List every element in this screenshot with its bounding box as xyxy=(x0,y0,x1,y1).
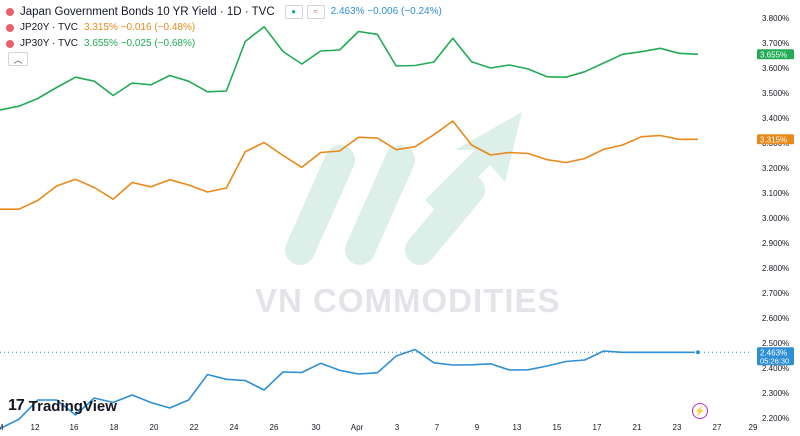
watermark-bar-2 xyxy=(405,175,485,265)
y-tick-label: 3.800% xyxy=(762,14,789,23)
legend-value: 3.655% −0.025 (−0.68%) xyxy=(84,38,196,49)
logo-text: TradingView xyxy=(28,397,117,415)
x-tick-label: 7 xyxy=(435,423,440,432)
x-axis: 12 16 18 20 22 24 26 30 Apr 3 7 9 13 15 17 21 23 27 29 M xyxy=(0,423,758,432)
legend-label: JP30Y · TVC xyxy=(20,38,78,49)
price-label-text: 2.463% xyxy=(760,348,787,357)
y-tick-label: 3.600% xyxy=(762,64,789,73)
price-label-bg xyxy=(757,49,794,60)
x-tick-label: 30 xyxy=(312,423,321,432)
legend-main-row[interactable]: Japan Government Bonds 10 YR Yield · 1D … xyxy=(6,4,442,20)
watermark-logo xyxy=(285,112,522,265)
price-label-countdown: 05:26:30 xyxy=(760,356,789,365)
x-tick-label: 24 xyxy=(230,423,239,432)
x-tick-label: 15 xyxy=(553,423,562,432)
watermark-bar-1 xyxy=(345,145,415,265)
symbol-dot-icon xyxy=(6,40,14,48)
tradingview-mark-icon: 17 xyxy=(8,397,25,414)
x-tick-label: 12 xyxy=(31,423,40,432)
x-tick-label: 17 xyxy=(593,423,602,432)
x-tick-label: Apr xyxy=(351,423,364,432)
symbol-dot-icon xyxy=(6,8,14,16)
x-tick-label: 26 xyxy=(270,423,279,432)
price-label-text: 3.315% xyxy=(760,135,787,144)
x-tick-label: 21 xyxy=(633,423,642,432)
y-tick-label: 2.900% xyxy=(762,239,789,248)
y-tick-label: 2.600% xyxy=(762,314,789,323)
series-line-jp20y[interactable] xyxy=(0,120,698,210)
x-tick-label: 9 xyxy=(475,423,480,432)
y-tick-label: 2.500% xyxy=(762,339,789,348)
symbol-dot-icon xyxy=(6,24,14,32)
series-line-jp10y[interactable] xyxy=(0,348,698,430)
x-tick-label: 29 xyxy=(749,423,758,432)
tradingview-logo[interactable]: 17 TradingView xyxy=(8,397,117,415)
lightning-icon[interactable]: ⚡ xyxy=(692,403,708,419)
y-tick-label: 2.800% xyxy=(762,264,789,273)
legend-label: JP20Y · TVC xyxy=(20,22,78,33)
main-value: 2.463% −0.006 (−0.24%) xyxy=(330,6,442,17)
chevron-up-icon[interactable]: ︿ xyxy=(8,52,28,66)
x-tick-label: 13 xyxy=(513,423,522,432)
x-tick-label: 20 xyxy=(150,423,159,432)
price-label-bg xyxy=(757,134,794,145)
legend-row-jp20y[interactable]: JP20Y · TVC 3.315% −0.016 (−0.48%) xyxy=(6,20,442,36)
x-tick-label: 22 xyxy=(190,423,199,432)
y-tick-label: 2.700% xyxy=(762,289,789,298)
wave-icon[interactable]: ≈ xyxy=(306,5,325,19)
y-tick-label: 2.200% xyxy=(762,414,789,423)
x-tick-label: 3 xyxy=(395,423,400,432)
y-tick-label: 2.400% xyxy=(762,364,789,373)
last-point-marker xyxy=(695,349,701,356)
legend: Japan Government Bonds 10 YR Yield · 1D … xyxy=(6,4,442,52)
y-tick-label: 3.100% xyxy=(762,189,789,198)
price-label-text: 3.655% xyxy=(760,50,787,59)
y-tick-label: 2.300% xyxy=(762,389,789,398)
y-tick-label: 3.000% xyxy=(762,214,789,223)
series-layer xyxy=(0,25,701,430)
y-tick-label: 3.500% xyxy=(762,89,789,98)
watermark-bar-0 xyxy=(285,145,355,265)
price-labels: 3.655% 3.315% 2.463%05:26:30 xyxy=(757,49,794,366)
x-tick-label: 23 xyxy=(673,423,682,432)
x-tick-label: 16 xyxy=(70,423,79,432)
watermark-arrow xyxy=(425,112,522,215)
watermark-text: VN COMMODITIES xyxy=(255,282,561,319)
legend-value: 3.315% −0.016 (−0.48%) xyxy=(84,22,196,33)
y-tick-label: 3.700% xyxy=(762,39,789,48)
y-tick-label: 3.400% xyxy=(762,114,789,123)
x-tick-label: 18 xyxy=(110,423,119,432)
y-tick-label: 3.200% xyxy=(762,164,789,173)
series-line-jp30y[interactable] xyxy=(0,25,699,111)
price-label-bg xyxy=(757,347,794,366)
chart-title: Japan Government Bonds 10 YR Yield · 1D … xyxy=(20,6,275,18)
legend-row-jp30y[interactable]: JP30Y · TVC 3.655% −0.025 (−0.68%) xyxy=(6,36,442,52)
x-tick-label: M xyxy=(0,423,4,432)
x-tick-label: 27 xyxy=(713,423,722,432)
market-status-icon[interactable]: ● xyxy=(284,5,303,19)
